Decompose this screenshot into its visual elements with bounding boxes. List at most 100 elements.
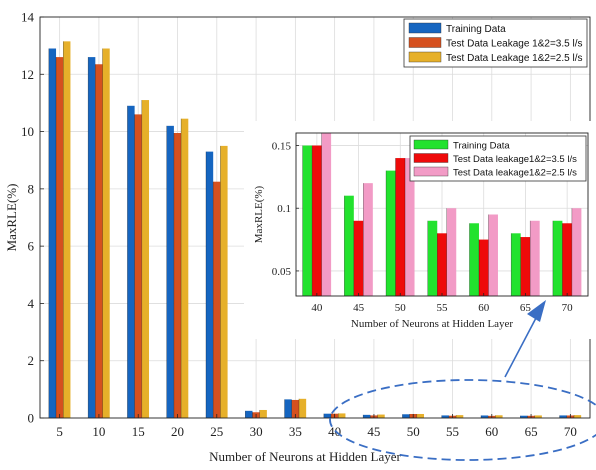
y-tick-label: 0: [28, 411, 35, 426]
bar-series-1-cat-40: [323, 413, 332, 418]
bar-series-2-cat-25: [213, 181, 221, 418]
inset-bar-series-1-cat-65: [511, 233, 521, 296]
inset-y-tick-label: 0.1: [277, 203, 291, 215]
y-tick-label: 8: [28, 181, 35, 196]
bar-series-3-cat-35: [298, 398, 307, 418]
inset-x-tick-label: 60: [478, 302, 490, 314]
bar-series-3-cat-60: [495, 415, 503, 418]
bar-series-1-cat-70: [559, 415, 567, 418]
bar-series-2-cat-35: [291, 399, 299, 418]
bar-series-3-cat-10: [102, 48, 110, 418]
inset-bar-series-1-cat-45: [344, 195, 354, 296]
inset-bar-series-3-cat-40: [321, 133, 332, 296]
inset-legend-swatch: [413, 139, 449, 150]
inset-x-tick-label: 40: [311, 302, 323, 314]
bar-series-1-cat-5: [48, 48, 57, 418]
bar-series-3-cat-5: [63, 41, 71, 418]
legend-swatch: [408, 51, 442, 63]
inset-y-tick-label: 0.05: [272, 266, 292, 278]
x-axis-label: Number of Neurons at Hidden Layer: [209, 449, 401, 464]
bar-series-1-cat-50: [402, 414, 410, 418]
inset-bar-series-3-cat-60: [488, 214, 498, 296]
inset-x-tick-label: 55: [437, 302, 449, 314]
inset-bar-series-2-cat-45: [353, 220, 364, 296]
bar-series-1-cat-35: [284, 399, 292, 418]
bar-series-1-cat-55: [441, 415, 449, 418]
bar-series-3-cat-50: [416, 413, 425, 418]
y-tick-label: 12: [21, 67, 34, 82]
y-axis-label: MaxRLE(%): [4, 184, 19, 252]
bar-series-1-cat-25: [205, 151, 214, 418]
inset-bar-series-2-cat-65: [520, 237, 531, 296]
x-tick-label: 30: [250, 424, 263, 439]
bar-series-1-cat-20: [166, 125, 174, 418]
inset-legend-label: Test Data leakage1&2=2.5 l/s: [453, 168, 577, 179]
inset-bar-series-1-cat-70: [552, 220, 563, 296]
inset-bar-series-3-cat-70: [571, 208, 582, 296]
x-tick-label: 15: [132, 424, 145, 439]
bar-series-1-cat-15: [127, 105, 135, 419]
inset-bar-series-2-cat-70: [562, 223, 572, 296]
x-tick-label: 45: [367, 424, 380, 439]
bar-series-2-cat-15: [134, 114, 142, 418]
bar-series-3-cat-45: [377, 414, 385, 418]
bar-series-3-cat-55: [456, 415, 464, 418]
bar-series-1-cat-45: [363, 414, 371, 418]
y-tick-label: 4: [28, 296, 35, 311]
inset-legend-label: Test Data leakage1&2=3.5 l/s: [453, 154, 577, 165]
inset-bar-series-1-cat-40: [302, 145, 313, 296]
bar-series-3-cat-25: [220, 145, 228, 418]
x-tick-label: 70: [564, 424, 577, 439]
y-tick-label: 14: [21, 10, 35, 25]
inset-x-tick-label: 50: [395, 302, 407, 314]
bar-series-1-cat-30: [245, 410, 253, 418]
legend-swatch: [408, 37, 442, 48]
inset-bar-series-1-cat-60: [469, 223, 479, 296]
bar-series-3-cat-20: [181, 118, 189, 419]
x-tick-label: 20: [171, 424, 184, 439]
bar-series-3-cat-70: [573, 415, 582, 418]
inset-bar-series-1-cat-50: [386, 170, 396, 296]
x-tick-label: 55: [446, 424, 459, 439]
x-tick-label: 10: [92, 424, 105, 439]
legend-label: Test Data Leakage 1&2=3.5 l/s: [446, 39, 582, 50]
zoom-region-ellipse: [329, 379, 596, 461]
inset-x-tick-label: 65: [520, 302, 532, 314]
inset-bar-series-3-cat-65: [530, 220, 540, 296]
inset-bar-series-2-cat-50: [395, 158, 406, 296]
bar-series-3-cat-15: [141, 100, 150, 419]
inset-bar-series-3-cat-45: [363, 183, 373, 296]
x-tick-label: 25: [210, 424, 223, 439]
inset-x-tick-label: 45: [353, 302, 365, 314]
inset-bar-series-1-cat-55: [427, 220, 438, 296]
x-tick-label: 60: [485, 424, 498, 439]
inset-y-tick-label: 0.15: [272, 141, 292, 153]
inset-bar-series-3-cat-55: [446, 208, 457, 296]
y-tick-label: 10: [21, 124, 34, 139]
bar-series-1-cat-60: [480, 415, 489, 418]
y-tick-label: 6: [28, 239, 35, 254]
x-tick-label: 50: [407, 424, 420, 439]
inset-legend-swatch: [413, 153, 449, 163]
inset-x-axis-label: Number of Neurons at Hidden Layer: [351, 318, 514, 330]
bar-series-3-cat-40: [338, 413, 346, 418]
inset-bar-series-2-cat-40: [312, 145, 322, 296]
inset-bar-series-2-cat-60: [478, 239, 489, 296]
zoom-arrow-shaft: [504, 317, 537, 378]
x-tick-label: 35: [289, 424, 302, 439]
inset-x-tick-label: 70: [562, 302, 574, 314]
inset-bar-series-3-cat-50: [405, 158, 415, 296]
y-tick-label: 2: [28, 353, 35, 368]
inset-bar-series-2-cat-55: [437, 233, 447, 296]
zoom-arrow-head: [527, 300, 546, 322]
inset-legend-label: Training Data: [453, 141, 510, 152]
bar-series-3-cat-65: [534, 415, 542, 418]
x-tick-label: 65: [525, 424, 538, 439]
bar-series-2-cat-20: [173, 133, 182, 418]
x-tick-label: 5: [56, 424, 63, 439]
bar-series-2-cat-5: [56, 57, 64, 418]
bar-series-1-cat-10: [88, 57, 96, 418]
bar-series-2-cat-10: [95, 64, 103, 418]
